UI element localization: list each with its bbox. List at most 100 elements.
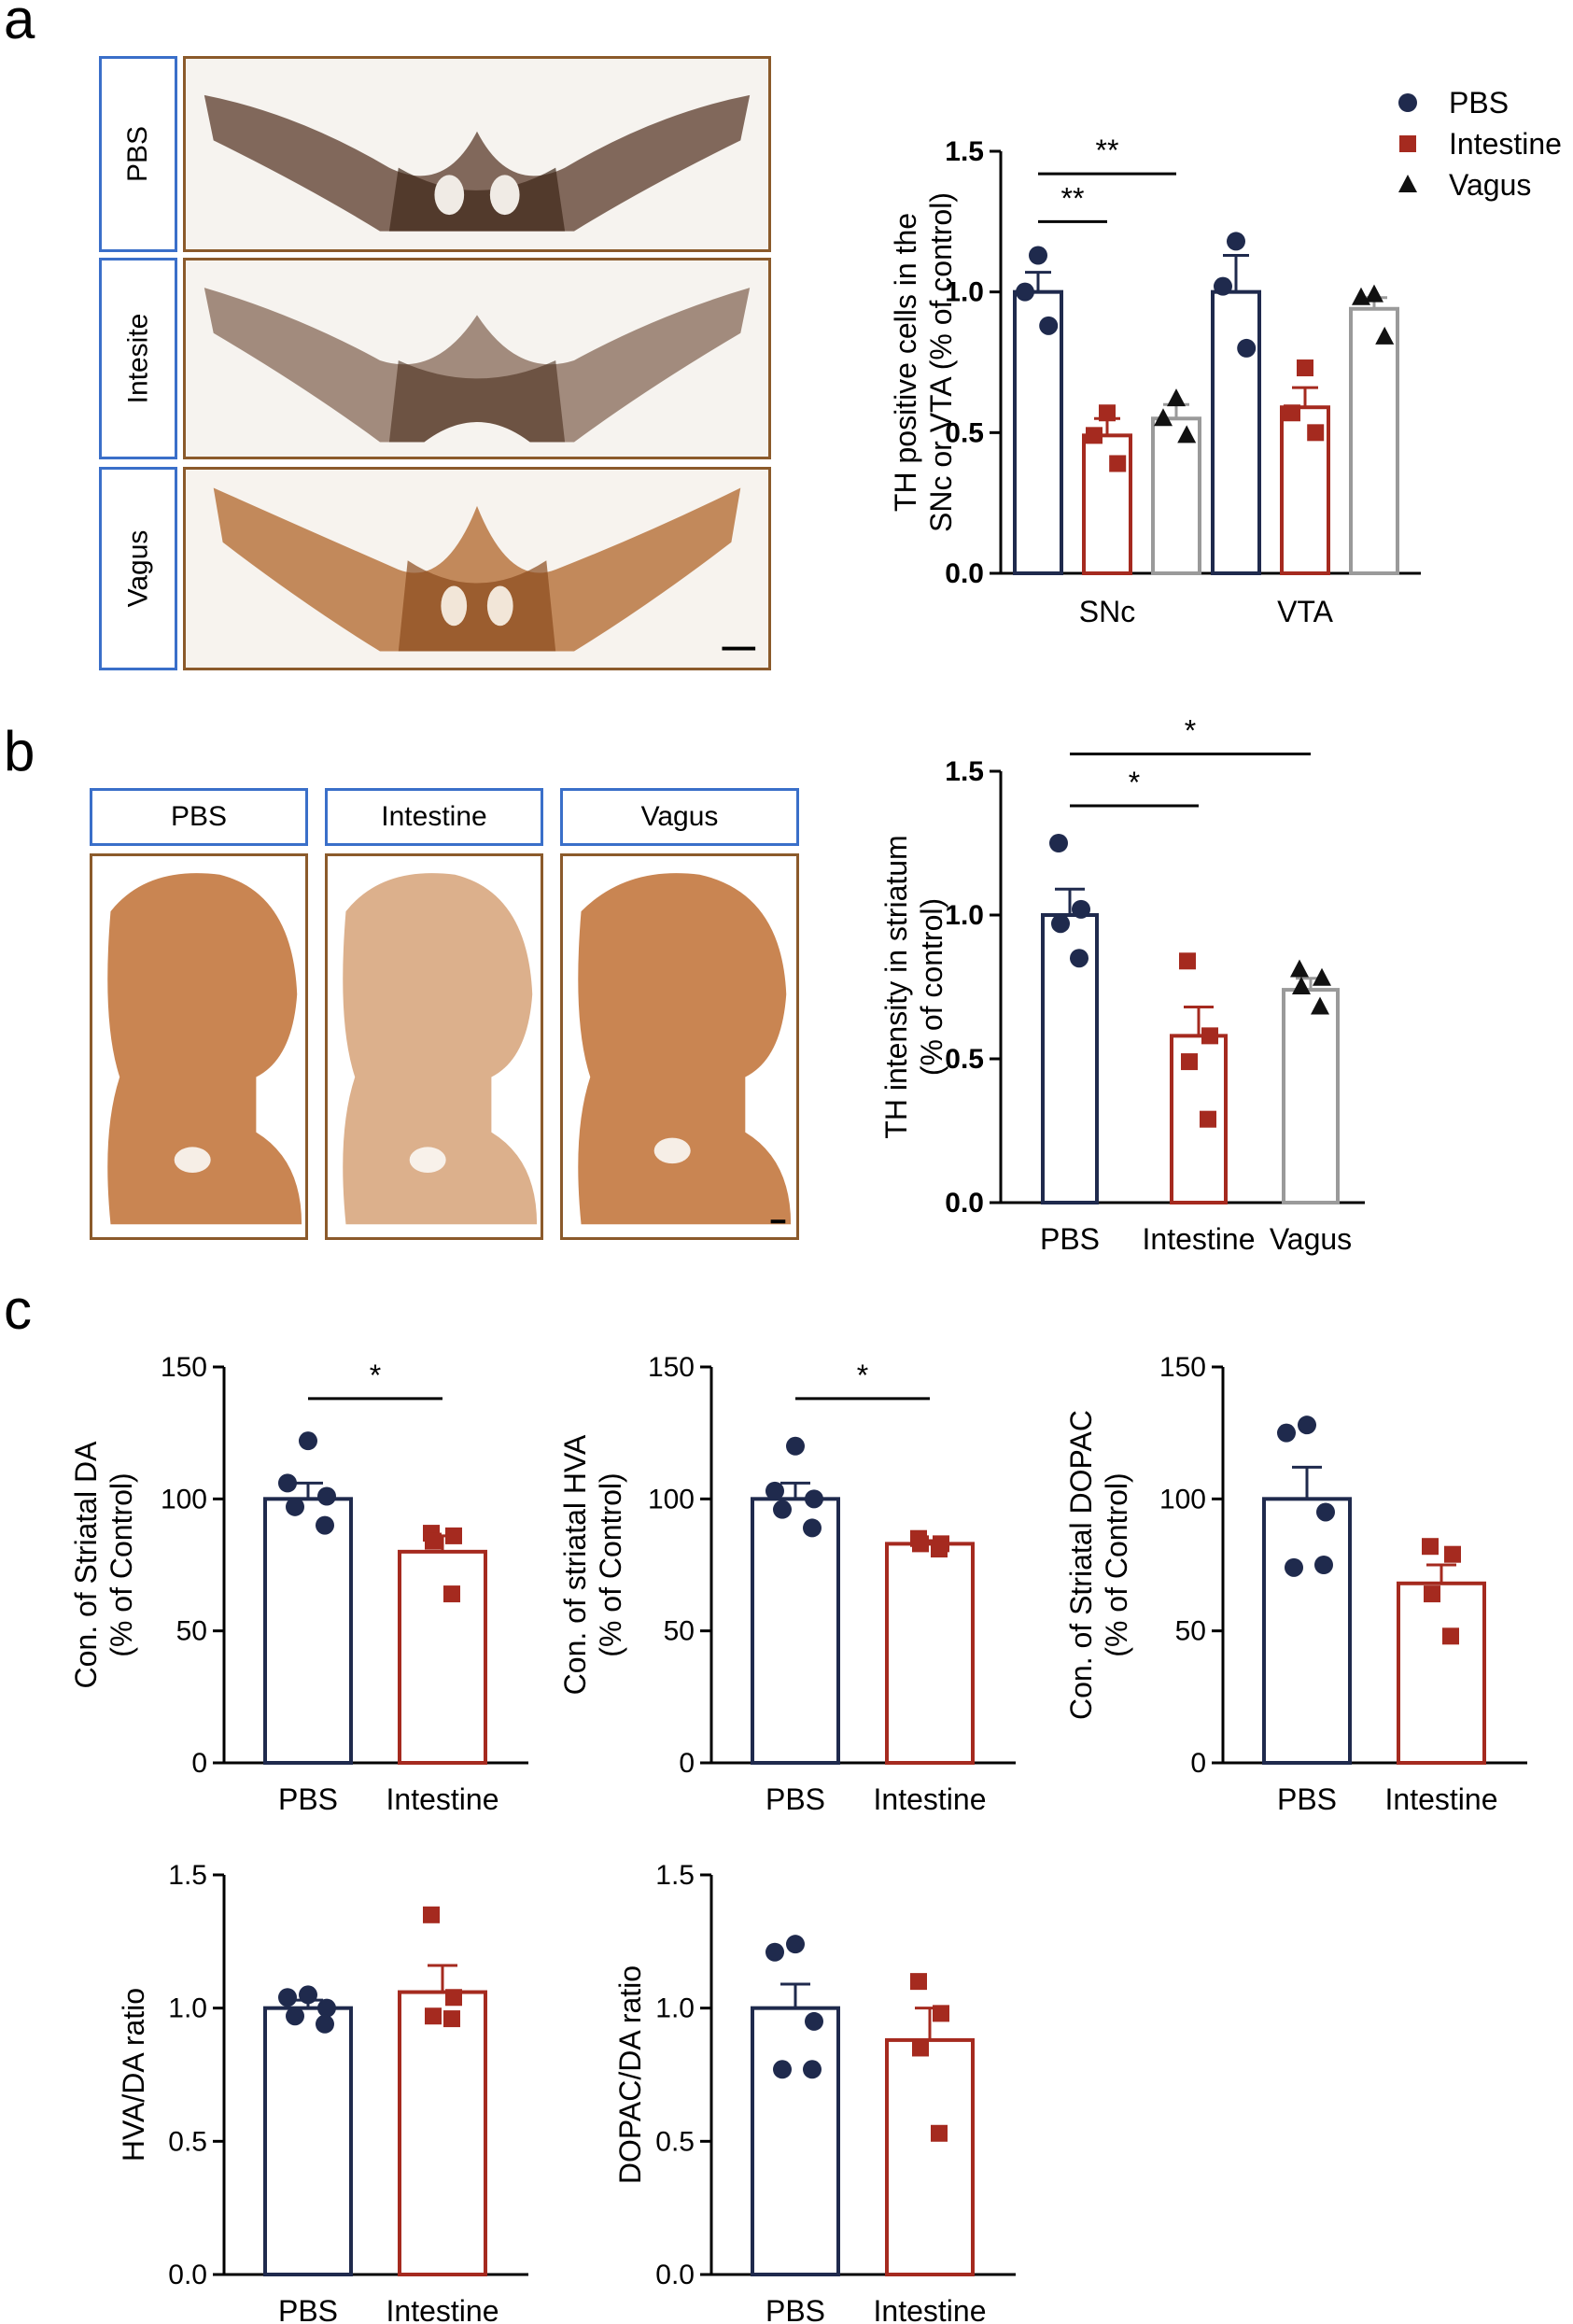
chart-c2-point-pbs (773, 1500, 792, 1519)
chart-a-significance-label: ** (1061, 181, 1085, 215)
striatum-micrograph-vagus (560, 853, 799, 1240)
chart-c5-point-intestine (933, 2005, 949, 2022)
chart-b-ytick-label: 1.0 (945, 900, 984, 931)
chart-b-ytick-label: 1.5 (945, 756, 984, 787)
chart-c3-point-pbs (1314, 1556, 1333, 1574)
chart-a-category-label: SNc (1079, 595, 1135, 628)
chart-b-category-label: PBS (1040, 1222, 1100, 1256)
chart-c2-ylabel: Con. of striatal HVA (% of Control) (558, 1434, 627, 1695)
chart-a-ylabel-line: SNc or VTA (% of control) (924, 192, 958, 532)
chart-b-point-intestine (1201, 1027, 1218, 1045)
chart-a-ytick-label: 1.5 (945, 136, 984, 167)
chart-c1-bar-intestine (398, 1549, 487, 1766)
chart-c4-point-pbs (286, 2007, 304, 2026)
chart-c2-bar-intestine (885, 1542, 975, 1766)
chart-b-point-intestine (1179, 952, 1196, 970)
chart-c1-point-pbs (286, 1497, 304, 1516)
chart-c2-ytick-label: 100 (648, 1484, 695, 1514)
chart-a-point-vagus (1375, 326, 1395, 345)
chart-b-point-pbs (1070, 949, 1088, 968)
chart-c4-ylabel-line: HVA/DA ratio (117, 1988, 150, 2162)
chart-c5-point-intestine (912, 2039, 929, 2057)
chart-b-ylabel-line: TH intensity in striatum (879, 835, 913, 1138)
chart-a-bar-pbs (1211, 289, 1261, 575)
panel-letter-b: b (4, 720, 35, 782)
chart-c3-ytick-label: 100 (1159, 1484, 1206, 1514)
chart-c2-point-pbs (765, 1481, 784, 1500)
chart-c3-point-pbs (1298, 1416, 1316, 1435)
panel-a-label-vagus: Vagus (99, 467, 177, 670)
chart-c5-point-pbs (803, 2060, 822, 2079)
panel-a-label-intestine: Intesite (99, 258, 177, 459)
chart-b-significance-label: * (1185, 714, 1196, 748)
chart-c3-ytick-label: 0 (1190, 1748, 1206, 1779)
chart-a-ytick-label: 0.0 (945, 558, 984, 589)
chart-c1-ylabel: Con. of Striatal DA (% of Control) (69, 1441, 138, 1689)
chart-b-point-intestine (1181, 1053, 1198, 1071)
chart-c3-category-label: PBS (1277, 1782, 1337, 1816)
striatum-micrograph-pbs (90, 853, 308, 1240)
chart-c5-bar-pbs (751, 2006, 840, 2277)
chart-a-bar-vagus (1349, 306, 1399, 575)
chart-c5-category-label: PBS (765, 2294, 825, 2324)
chart-c1-ytick-label: 50 (176, 1616, 207, 1647)
chart-c3-ylabel-line: (% of Control) (1100, 1472, 1133, 1656)
chart-b-bar-intestine (1170, 1034, 1228, 1204)
chart-c2-significance-label: * (857, 1359, 868, 1392)
chart-c3-ylabel: Con. of Striatal DOPAC (% of Control) (1064, 1410, 1133, 1720)
chart-c4-point-pbs (299, 1985, 317, 2005)
chart-c5-bar-intestine (885, 2037, 975, 2277)
chart-c1-point-intestine (445, 1527, 462, 1544)
panel-letter-c: c (4, 1278, 32, 1341)
chart-c2-point-pbs (805, 1489, 823, 1509)
chart-b-bar-vagus (1282, 988, 1340, 1204)
chart-a-point-intestine (1297, 359, 1313, 377)
chart-c2-category-label: Intestine (874, 1782, 987, 1816)
chart-c1-point-intestine (425, 1532, 442, 1550)
chart-c3-point-pbs (1285, 1557, 1303, 1577)
chart-c4-ytick-label: 1.0 (168, 1993, 207, 2024)
chart-c2-point-intestine (912, 1535, 929, 1553)
chart-a-point-pbs (1016, 282, 1034, 302)
chart-c4-ytick-label: 0.0 (168, 2260, 207, 2290)
chart-b-ylabel-line: (% of control) (915, 898, 948, 1076)
chart-c1-point-pbs (278, 1473, 297, 1493)
chart-a-point-intestine (1099, 404, 1116, 422)
chart-c2-bar-pbs (751, 1497, 840, 1766)
chart-c5-ylabel-line: DOPAC/DA ratio (613, 1965, 647, 2184)
chart-c3-point-intestine (1444, 1545, 1461, 1563)
legend-marker-intestine (1399, 135, 1416, 152)
chart-c3-category-label: Intestine (1385, 1782, 1498, 1816)
panel-letter-a: a (4, 0, 35, 50)
chart-a-point-vagus (1154, 408, 1173, 427)
chart-b-ytick-label: 0.5 (945, 1044, 984, 1075)
chart-c1-category-label: Intestine (386, 1782, 499, 1816)
chart-c1-point-intestine (443, 1585, 460, 1603)
chart-c5-point-pbs (773, 2060, 792, 2079)
chart-c5-ytick-label: 0.5 (655, 2126, 695, 2157)
chart-c2-ytick-label: 0 (679, 1748, 695, 1779)
chart-c2-category-label: PBS (765, 1782, 825, 1816)
midbrain-micrograph-intestine (183, 258, 771, 459)
chart-a-ytick-label: 1.0 (945, 277, 984, 308)
chart-c5-point-intestine (931, 2124, 948, 2142)
chart-a-point-intestine (1307, 424, 1325, 442)
chart-c3-point-intestine (1424, 1585, 1440, 1603)
chart-c1-point-pbs (299, 1431, 317, 1451)
chart-c3-bar-intestine (1397, 1581, 1486, 1765)
chart-c4-point-intestine (443, 2010, 460, 2028)
chart-c4-ylabel: HVA/DA ratio (117, 1988, 150, 2162)
chart-a-point-intestine (1109, 455, 1127, 472)
chart-c5-point-pbs (765, 1942, 784, 1962)
chart-c1-point-pbs (316, 1515, 334, 1535)
chart-b-point-pbs (1051, 914, 1070, 934)
chart-c4-point-intestine (425, 2007, 442, 2025)
chart-b-significance-label: * (1129, 766, 1140, 799)
chart-c1-category-label: PBS (278, 1782, 338, 1816)
chart-c5-point-pbs (786, 1935, 805, 1954)
chart-c1-ylabel-line: (% of Control) (105, 1472, 138, 1656)
chart-c2-point-pbs (803, 1518, 822, 1538)
chart-c4-category-label: PBS (278, 2294, 338, 2324)
chart-b-point-intestine (1200, 1110, 1216, 1128)
